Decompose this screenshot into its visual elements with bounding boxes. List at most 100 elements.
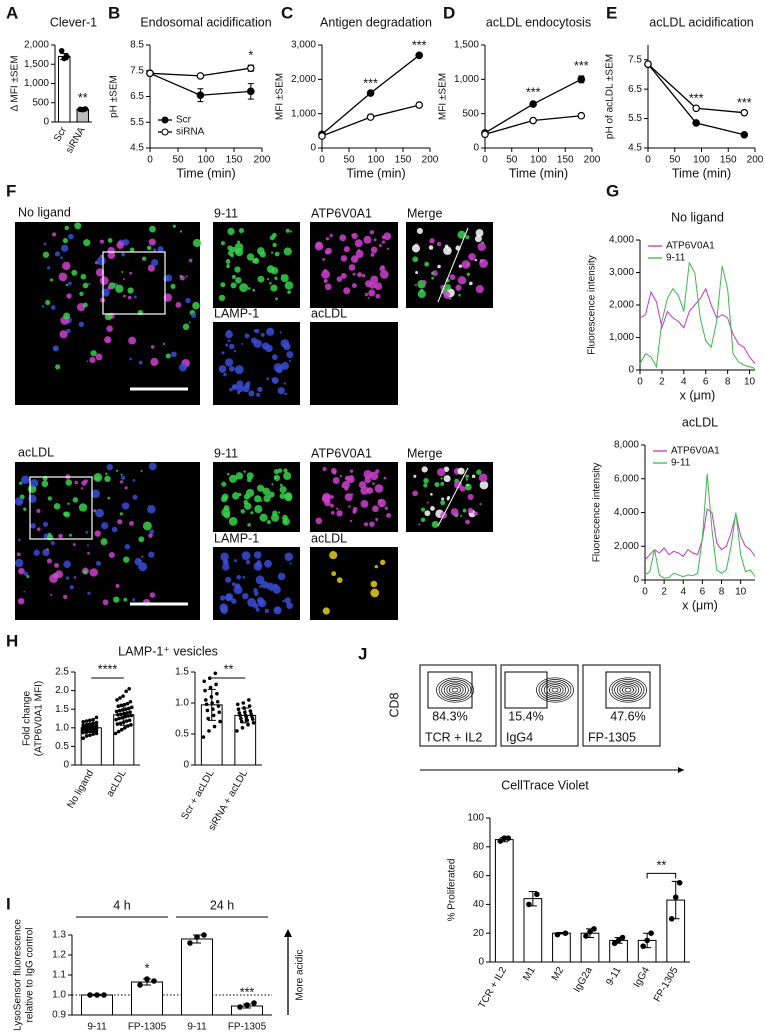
bar — [494, 839, 514, 963]
fluorescence-spot — [107, 285, 112, 290]
fluorescence-spot — [141, 555, 144, 558]
fluorescence-spot — [107, 251, 116, 260]
y-tick-label: 2,000 — [24, 40, 49, 51]
data-point — [81, 723, 85, 727]
fluorescence-spot — [357, 272, 363, 278]
x-tick-label: 8 — [725, 377, 731, 388]
fluorescence-spot — [380, 559, 386, 566]
fluorescence-spot — [381, 240, 386, 244]
fluorescence-spot — [444, 284, 451, 291]
fluorescence-spot — [263, 494, 271, 503]
data-point — [81, 736, 85, 741]
fluorescence-spot — [330, 467, 337, 474]
data-point — [151, 978, 157, 984]
fluorescence-spot — [72, 497, 79, 503]
data-point — [240, 726, 245, 730]
fluorescence-spot — [343, 246, 350, 253]
fluorescence-spot — [271, 513, 280, 522]
fluorescence-spot — [250, 511, 254, 515]
data-point — [644, 60, 652, 68]
fluorescence-spot — [129, 521, 134, 526]
fluorescence-spot — [119, 512, 123, 516]
fluorescence-spot — [420, 517, 426, 523]
data-point — [577, 75, 586, 84]
fluorescence-spot — [54, 562, 59, 568]
data-point — [117, 708, 122, 713]
fluorescence-spot — [339, 234, 347, 242]
fluorescence-spot — [124, 486, 128, 490]
y-tick-label: 0 — [43, 117, 49, 128]
fluorescence-spot — [324, 499, 331, 507]
y-tick-label: 2.5 — [55, 667, 69, 678]
fluorescence-spot — [447, 248, 450, 252]
x-tick-label: 50 — [506, 155, 518, 166]
x-tick-label: 50 — [172, 155, 184, 166]
y-axis-label: Fold change — [22, 691, 33, 746]
chart-title: acLDL endocytosis — [486, 15, 591, 29]
fluorescence-spot — [102, 599, 109, 606]
y-axis-label: Fluorescence intensity — [592, 463, 603, 563]
fluorescence-spot — [323, 278, 328, 283]
data-point — [692, 104, 700, 113]
x-tick-label: 150 — [720, 155, 737, 166]
fluorescence-spot — [269, 281, 272, 285]
y-tick-label: 7.5 — [628, 54, 642, 65]
inset-box — [102, 251, 166, 315]
fluorescence-spot — [322, 492, 332, 502]
fluorescence-spot — [467, 493, 474, 500]
fluorescence-spot — [42, 251, 50, 258]
arrow-head — [284, 929, 292, 937]
data-point — [123, 707, 128, 711]
data-point — [505, 835, 512, 841]
fluorescence-spot — [223, 512, 231, 519]
fluorescence-spot — [430, 506, 435, 511]
data-point — [84, 723, 89, 727]
y-tick-label: 1.0 — [55, 722, 69, 733]
data-point — [114, 709, 119, 714]
fluorescence-spot — [361, 273, 366, 278]
fluorescence-spot — [66, 293, 72, 299]
y-axis-label: (ATP6V0A1 MFI) — [34, 681, 45, 756]
data-point — [144, 976, 150, 982]
fluorescence-spot — [33, 549, 40, 556]
data-point — [248, 709, 253, 713]
fluorescence-spot — [19, 481, 23, 485]
data-point — [146, 69, 154, 78]
fluorescence-spot — [478, 473, 488, 483]
data-point — [118, 696, 122, 700]
data-point — [247, 704, 252, 708]
fluorescence-spot — [140, 469, 143, 473]
fluorescence-spot — [280, 361, 289, 370]
fluorescence-spot — [476, 469, 482, 475]
fluorescence-spot — [147, 264, 155, 272]
fluorescence-spot — [289, 562, 292, 565]
fluorescence-spot — [257, 484, 265, 492]
series-line — [644, 473, 756, 579]
fluorescence-spot — [279, 331, 282, 334]
legend-label: 9-11 — [666, 253, 686, 264]
fluorescence-spot — [358, 481, 367, 489]
fluorescence-spot — [370, 588, 380, 598]
fluorescence-spot — [275, 297, 278, 301]
fluorescence-spot — [277, 511, 281, 514]
fluorescence-spot — [43, 242, 47, 246]
y-tick-label: 0 — [310, 143, 316, 154]
fluorescence-spot — [363, 469, 373, 479]
data-point — [128, 710, 132, 714]
fluorescence-spot — [373, 238, 377, 242]
fluorescence-spot — [46, 548, 49, 551]
fluorescence-spot — [461, 260, 471, 269]
fluorescence-spot — [128, 336, 137, 345]
data-point — [241, 701, 246, 705]
data-point — [235, 702, 240, 707]
fluorescence-spot — [165, 353, 171, 359]
fluorescence-spot — [151, 258, 159, 267]
data-point — [318, 132, 326, 140]
fluorescence-spot — [329, 233, 333, 238]
fluorescence-spot — [90, 350, 97, 357]
fluorescence-spot — [277, 387, 285, 395]
fluorescence-spot — [315, 517, 323, 525]
fluorescence-spot — [443, 466, 450, 473]
data-point — [94, 715, 99, 720]
fluorescence-spot — [127, 287, 134, 294]
